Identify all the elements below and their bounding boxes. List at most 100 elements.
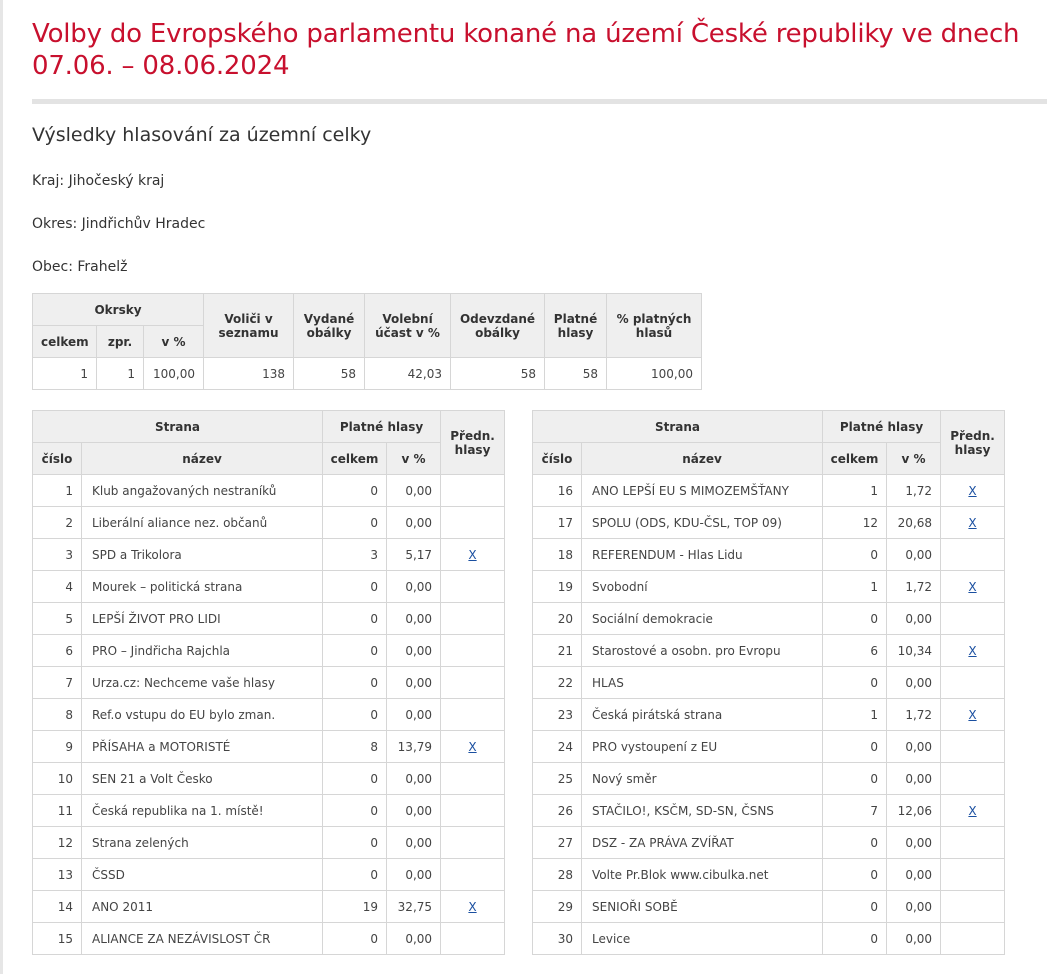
- party-number: 24: [532, 730, 582, 763]
- municipality-label: Obec: Frahelž: [32, 259, 128, 275]
- party-row: 22 HLAS 0 0,00: [532, 666, 1006, 699]
- party-name: SENIOŘI SOBĚ: [580, 890, 824, 923]
- preferential-votes-cell: [440, 634, 506, 667]
- preferential-votes-cell: [440, 570, 506, 603]
- party-number: 6: [32, 634, 82, 667]
- party-number: 5: [32, 602, 82, 635]
- party-votes: 8: [322, 730, 388, 763]
- party-name: Starostové a osobn. pro Evropu: [580, 634, 824, 667]
- party-row: 5 LEPŠÍ ŽIVOT PRO LIDI 0 0,00: [32, 602, 506, 635]
- party-name: DSZ - ZA PRÁVA ZVÍŘAT: [580, 826, 824, 859]
- preferential-votes-link[interactable]: X: [468, 739, 477, 754]
- summary-cell: 42,03: [364, 357, 452, 390]
- preferential-votes-cell: X: [940, 634, 1006, 667]
- party-votes: 0: [822, 666, 888, 699]
- party-percent: 0,00: [386, 602, 442, 635]
- page-title: Volby do Evropského parlamentu konané na…: [32, 19, 1020, 81]
- party-row: 6 PRO – Jindřicha Rajchla 0 0,00: [32, 634, 506, 667]
- party-percent: 5,17: [386, 538, 442, 571]
- party-percent: 0,00: [386, 634, 442, 667]
- header-celkem: celkem: [322, 442, 388, 475]
- preferential-votes-cell: X: [940, 698, 1006, 731]
- party-percent: 20,68: [886, 506, 942, 539]
- party-percent: 0,00: [886, 858, 942, 891]
- preferential-votes-link[interactable]: X: [968, 707, 977, 722]
- preferential-votes-cell: [440, 794, 506, 827]
- preferential-votes-link[interactable]: X: [468, 899, 477, 914]
- preferential-votes-cell: X: [940, 570, 1006, 603]
- party-row: 28 Volte Pr.Blok www.cibulka.net 0 0,00: [532, 858, 1006, 891]
- party-name: ANO 2011: [80, 890, 324, 923]
- party-votes: 0: [322, 666, 388, 699]
- summary-cell: 138: [203, 357, 295, 390]
- preferential-votes-cell: [940, 858, 1006, 891]
- party-row: 18 REFERENDUM - Hlas Lidu 0 0,00: [532, 538, 1006, 571]
- party-votes: 19: [322, 890, 388, 923]
- party-percent: 0,00: [386, 858, 442, 891]
- party-number: 14: [32, 890, 82, 923]
- party-votes: 3: [322, 538, 388, 571]
- preferential-votes-cell: X: [440, 730, 506, 763]
- preferential-votes-cell: X: [940, 474, 1006, 507]
- header-platne-hlasy: Platné hlasy: [322, 410, 442, 443]
- party-number: 20: [532, 602, 582, 635]
- party-number: 30: [532, 922, 582, 955]
- summary-table: Okrsky Voliči v seznamu Vydané obálky Vo…: [31, 293, 703, 390]
- section-title: Výsledky hlasování za územní celky: [32, 124, 372, 146]
- preferential-votes-link[interactable]: X: [968, 483, 977, 498]
- summary-cell: 58: [293, 357, 366, 390]
- party-row: 30 Levice 0 0,00: [532, 922, 1006, 955]
- party-votes: 12: [822, 506, 888, 539]
- party-votes: 1: [822, 570, 888, 603]
- preferential-votes-cell: [440, 762, 506, 795]
- party-votes: 0: [822, 858, 888, 891]
- preferential-votes-link[interactable]: X: [468, 547, 477, 562]
- party-number: 23: [532, 698, 582, 731]
- party-number: 2: [32, 506, 82, 539]
- preferential-votes-cell: [440, 506, 506, 539]
- preferential-votes-link[interactable]: X: [968, 803, 977, 818]
- party-name: Klub angažovaných nestraníků: [80, 474, 324, 507]
- header-platne-hlasy: Platné hlasy: [822, 410, 942, 443]
- party-percent: 0,00: [886, 602, 942, 635]
- header-vpct: v %: [142, 325, 205, 358]
- party-percent: 0,00: [886, 666, 942, 699]
- party-number: 8: [32, 698, 82, 731]
- party-percent: 0,00: [386, 474, 442, 507]
- party-votes: 0: [822, 538, 888, 571]
- preferential-votes-link[interactable]: X: [968, 515, 977, 530]
- party-percent: 0,00: [886, 762, 942, 795]
- party-number: 10: [32, 762, 82, 795]
- party-percent: 12,06: [886, 794, 942, 827]
- header-ucast: Volební účast v %: [364, 293, 452, 358]
- summary-cell: 100,00: [142, 357, 205, 390]
- preferential-votes-cell: [940, 730, 1006, 763]
- preferential-votes-link[interactable]: X: [968, 643, 977, 658]
- party-number: 22: [532, 666, 582, 699]
- party-name: REFERENDUM - Hlas Lidu: [580, 538, 824, 571]
- header-pct-platnych: % platných hlasů: [606, 293, 703, 358]
- party-name: HLAS: [580, 666, 824, 699]
- party-name: SPOLU (ODS, KDU-ČSL, TOP 09): [580, 506, 824, 539]
- summary-cell: 58: [450, 357, 546, 390]
- party-percent: 0,00: [886, 826, 942, 859]
- party-votes: 0: [322, 506, 388, 539]
- party-name: Česká republika na 1. místě!: [80, 794, 324, 827]
- preferential-votes-cell: [440, 858, 506, 891]
- preferential-votes-link[interactable]: X: [968, 579, 977, 594]
- party-row: 20 Sociální demokracie 0 0,00: [532, 602, 1006, 635]
- party-number: 7: [32, 666, 82, 699]
- header-odevzdane: Odevzdané obálky: [450, 293, 546, 358]
- preferential-votes-cell: [940, 666, 1006, 699]
- party-number: 16: [532, 474, 582, 507]
- party-number: 19: [532, 570, 582, 603]
- preferential-votes-cell: [940, 890, 1006, 923]
- party-percent: 0,00: [386, 570, 442, 603]
- party-votes: 1: [822, 474, 888, 507]
- party-row: 26 STAČILO!, KSČM, SD-SN, ČSNS 7 12,06 X: [532, 794, 1006, 827]
- preferential-votes-cell: [940, 826, 1006, 859]
- header-predn-hlasy: Předn. hlasy: [440, 410, 506, 475]
- party-number: 21: [532, 634, 582, 667]
- party-row: 15 ALIANCE ZA NEZÁVISLOST ČR 0 0,00: [32, 922, 506, 955]
- preferential-votes-cell: X: [940, 794, 1006, 827]
